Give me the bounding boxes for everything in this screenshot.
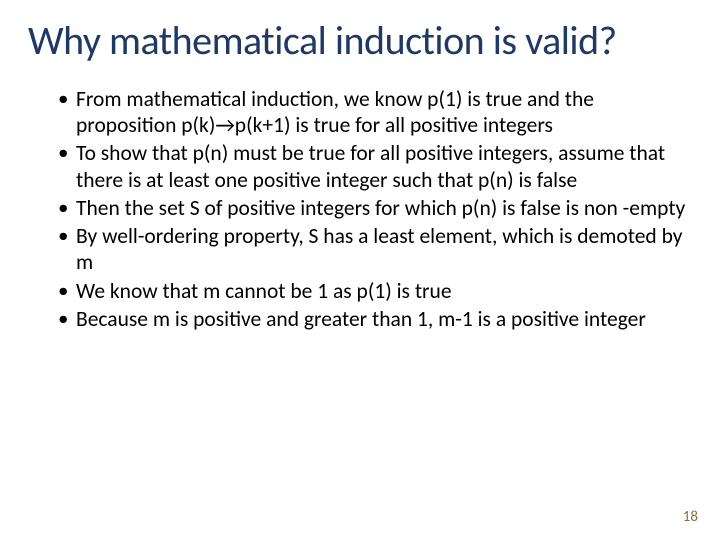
list-item: From mathematical induction, we know p(1… [58,86,692,138]
bullet-list: From mathematical induction, we know p(1… [28,86,692,332]
page-number: 18 [683,508,698,526]
list-item: Because m is positive and greater than 1… [58,306,692,332]
list-item: Then the set S of positive integers for … [58,195,692,221]
slide: Why mathematical induction is valid? Fro… [0,0,720,540]
list-item: We know that m cannot be 1 as p(1) is tr… [58,278,692,304]
list-item: To show that p(n) must be true for all p… [58,140,692,192]
slide-title: Why mathematical induction is valid? [28,18,692,64]
list-item: By well-ordering property, S has a least… [58,223,692,275]
